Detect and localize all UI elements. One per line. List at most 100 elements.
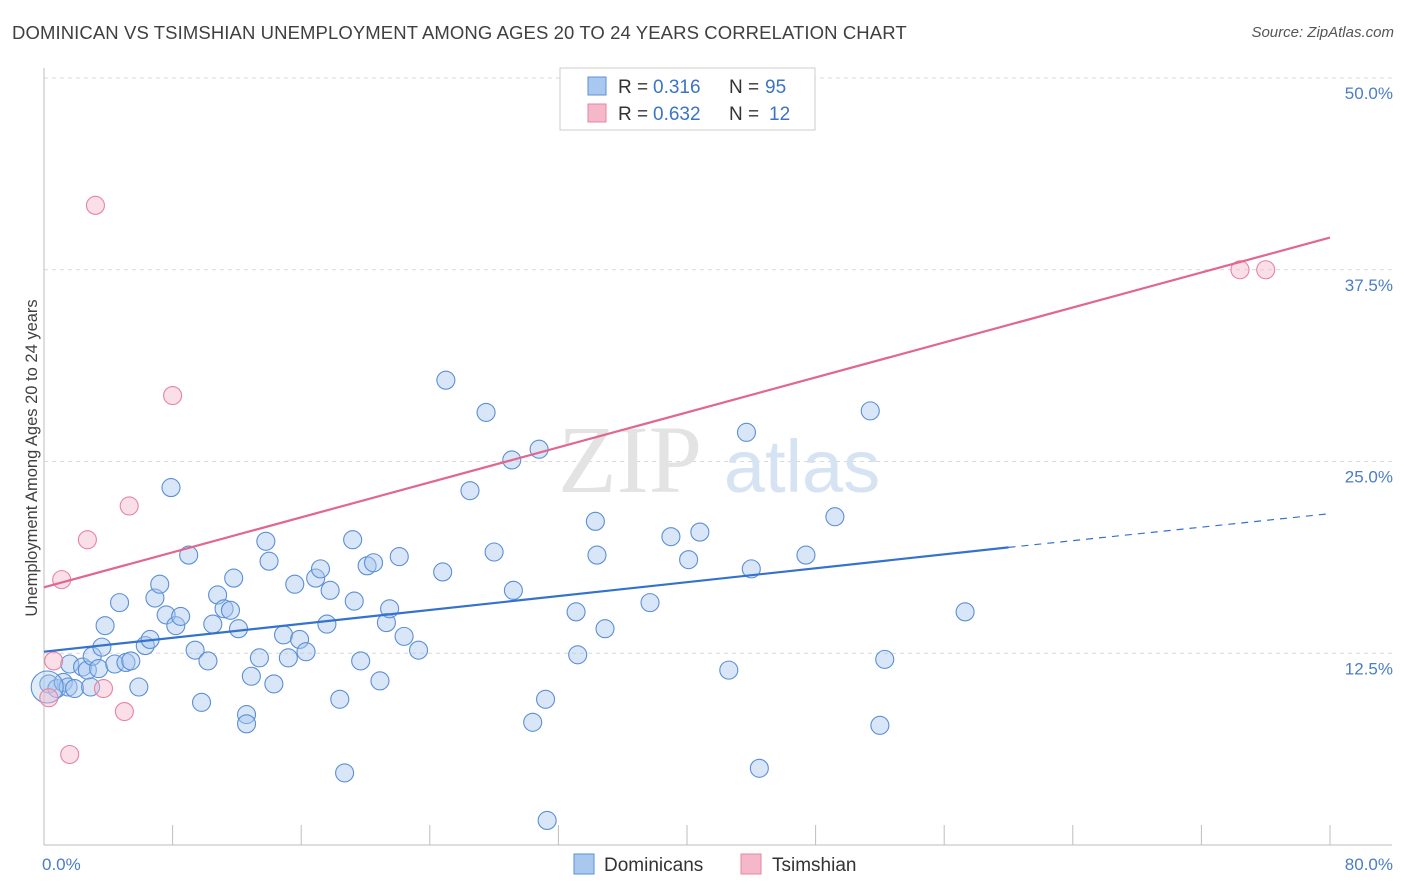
axes: [43, 68, 1392, 846]
bottom-legend-swatch-dominicans: [573, 853, 595, 875]
dominican-point-28: [191, 692, 212, 712]
dominican-point-16: [121, 651, 141, 671]
dominican-point-77: [568, 645, 588, 665]
dominican-point-37: [236, 714, 257, 734]
dominican-point-59: [370, 671, 390, 691]
dominican-point-55: [344, 591, 364, 611]
dominican-point-46: [290, 629, 310, 649]
source-label: Source: ZipAtlas.com: [1251, 24, 1394, 41]
bottom-legend-tsimshian: Tsimshian: [772, 855, 856, 876]
dominican-point-76: [566, 602, 586, 622]
legend-r-label-1: R =: [618, 77, 648, 98]
dominican-point-45: [285, 574, 305, 594]
dominican-point-81: [640, 593, 660, 613]
dominican-point-75: [537, 810, 557, 831]
bottom-legend-dominicans: Dominicans: [604, 855, 703, 876]
dominican-point-78: [585, 511, 605, 531]
dominican-point-86: [736, 422, 757, 442]
dominican-point-44: [278, 648, 298, 668]
dominican-point-72: [523, 712, 543, 732]
tsimshian-point-2: [52, 570, 72, 590]
dominican-point-35: [228, 619, 249, 639]
dominican-point-25: [171, 606, 191, 626]
legend-n-label-1: N =: [729, 77, 759, 98]
tsimshian-point-8: [119, 496, 139, 516]
dominican-point-42: [264, 674, 284, 694]
legend-r-label-2: R =: [618, 104, 648, 125]
watermark-zip: ZIP: [558, 406, 702, 513]
dominican-point-82: [661, 527, 681, 547]
dominican-point-65: [433, 562, 453, 582]
dominican-point-63: [394, 626, 414, 646]
legend-n-value-1: 95: [765, 77, 786, 98]
dominican-point-12: [95, 616, 115, 636]
dominican-point-71: [503, 580, 523, 600]
dominican-point-49: [310, 559, 331, 579]
dominican-point-85: [719, 660, 739, 680]
dominican-point-cluster: [30, 670, 64, 704]
dominican-point-32: [214, 599, 234, 619]
x-tick-labels: 0.0% 80.0%: [42, 855, 1393, 874]
dominican-point-80: [595, 619, 615, 639]
dominican-point-93: [875, 649, 895, 669]
bottom-legend-swatch-tsimshian: [740, 853, 762, 875]
dominican-point-56: [351, 651, 371, 671]
legend-r-value-1: 0.316: [653, 77, 701, 98]
dominican-point-24: [166, 616, 186, 636]
dominican-point-39: [249, 648, 269, 668]
dominican-point-90: [825, 507, 845, 527]
dominican-point-48: [306, 568, 326, 588]
legend-n-label-2: N =: [729, 104, 759, 125]
dominican-point-91: [860, 401, 880, 421]
legend-swatch-dominicans: [587, 76, 607, 96]
dominican-point-34: [224, 568, 244, 588]
dominican-trend-extension: [1008, 513, 1331, 549]
dominican-point-33: [220, 600, 241, 620]
dominican-point-79: [587, 545, 607, 565]
trend-lines: [43, 236, 1331, 653]
tsimshian-point-1: [44, 651, 64, 671]
x-tick-label-1: 80.0%: [1345, 855, 1393, 874]
dominican-point-29: [198, 651, 218, 671]
dominican-point-40: [256, 531, 276, 551]
dominican-point-66: [436, 370, 456, 390]
dominican-point-52: [330, 689, 350, 709]
dominican-point-87: [741, 559, 761, 579]
watermark-atlas: atlas: [724, 425, 880, 508]
gridlines: [44, 77, 1392, 654]
legend: R = 0.316 N = 95 R = 0.632 N = 12: [559, 67, 816, 131]
dominican-point-21: [150, 574, 170, 594]
watermark: ZIP atlas: [558, 406, 880, 513]
tsimshian-point-11: [1256, 260, 1276, 280]
tsimshian-point-4: [77, 530, 97, 550]
dominican-point-53: [335, 763, 355, 783]
tsimshian-point-3: [60, 744, 80, 765]
dominican-point-58: [363, 553, 384, 573]
dominican-point-69: [484, 542, 504, 562]
dominican-point-3: [58, 677, 78, 697]
dominican-point-43: [273, 625, 294, 645]
y-axis-label: Unemployment Among Ages 20 to 24 years: [23, 299, 41, 616]
tsimshian-point-9: [163, 385, 183, 406]
dominican-point-64: [408, 640, 429, 660]
dominican-point-41: [259, 551, 279, 571]
y-tick-label-1: 25.0%: [1345, 468, 1393, 487]
dominican-point-22: [156, 605, 176, 625]
dominican-point-73: [529, 439, 549, 459]
dominican-point-26: [179, 545, 199, 565]
dominican-point-88: [749, 758, 769, 778]
dominican-point-51: [320, 580, 340, 600]
dominican-trend-line: [43, 546, 1009, 653]
legend-swatch-tsimshian: [587, 103, 607, 123]
dominican-point-54: [343, 530, 363, 550]
tsimshian-points: [39, 195, 1276, 765]
dominican-point-5: [64, 678, 85, 699]
dominican-point-84: [690, 522, 710, 542]
y-tick-label-0: 12.5%: [1345, 659, 1393, 678]
dominican-point-30: [203, 614, 223, 634]
tsimshian-point-7: [114, 701, 134, 722]
tsimshian-trend-line: [43, 236, 1331, 589]
dominican-points: [30, 370, 975, 831]
dominican-point-68: [476, 402, 496, 422]
